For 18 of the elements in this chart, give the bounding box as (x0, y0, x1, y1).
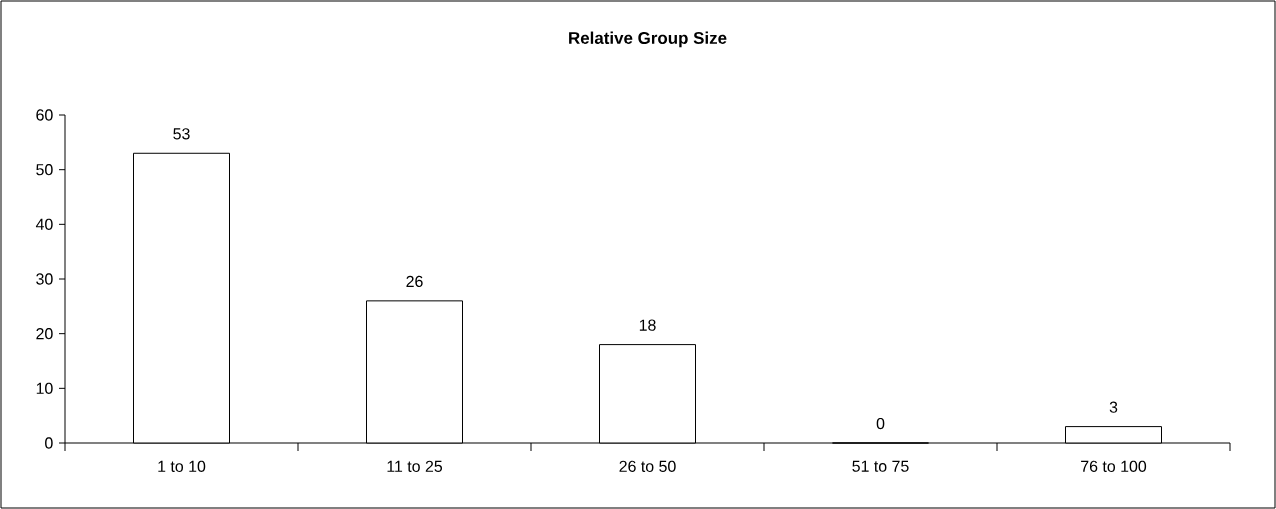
y-tick-label: 40 (35, 218, 53, 230)
x-tick-label: 76 to 100 (1081, 460, 1147, 472)
y-tick-label: 60 (36, 109, 53, 121)
y-tick-label: 20 (36, 328, 53, 340)
y-tick-label: 0 (45, 437, 53, 449)
data-label: 26 (406, 275, 423, 288)
y-tick-label: 10 (36, 382, 53, 394)
x-tick-label: 51 to 75 (852, 460, 909, 472)
data-label: 53 (173, 128, 190, 140)
y-tick-label: 50 (36, 164, 53, 176)
x-tick-label: 11 to 25 (387, 460, 443, 472)
x-tick-label: 1 to 10 (158, 460, 206, 472)
x-tick-label: 26 to 50 (619, 460, 676, 472)
data-label: 18 (639, 319, 656, 331)
chart-title: Relative Group Size (569, 31, 727, 48)
data-label: 3 (1109, 401, 1118, 413)
y-tick-label: 30 (36, 273, 53, 285)
data-label: 0 (876, 417, 885, 430)
